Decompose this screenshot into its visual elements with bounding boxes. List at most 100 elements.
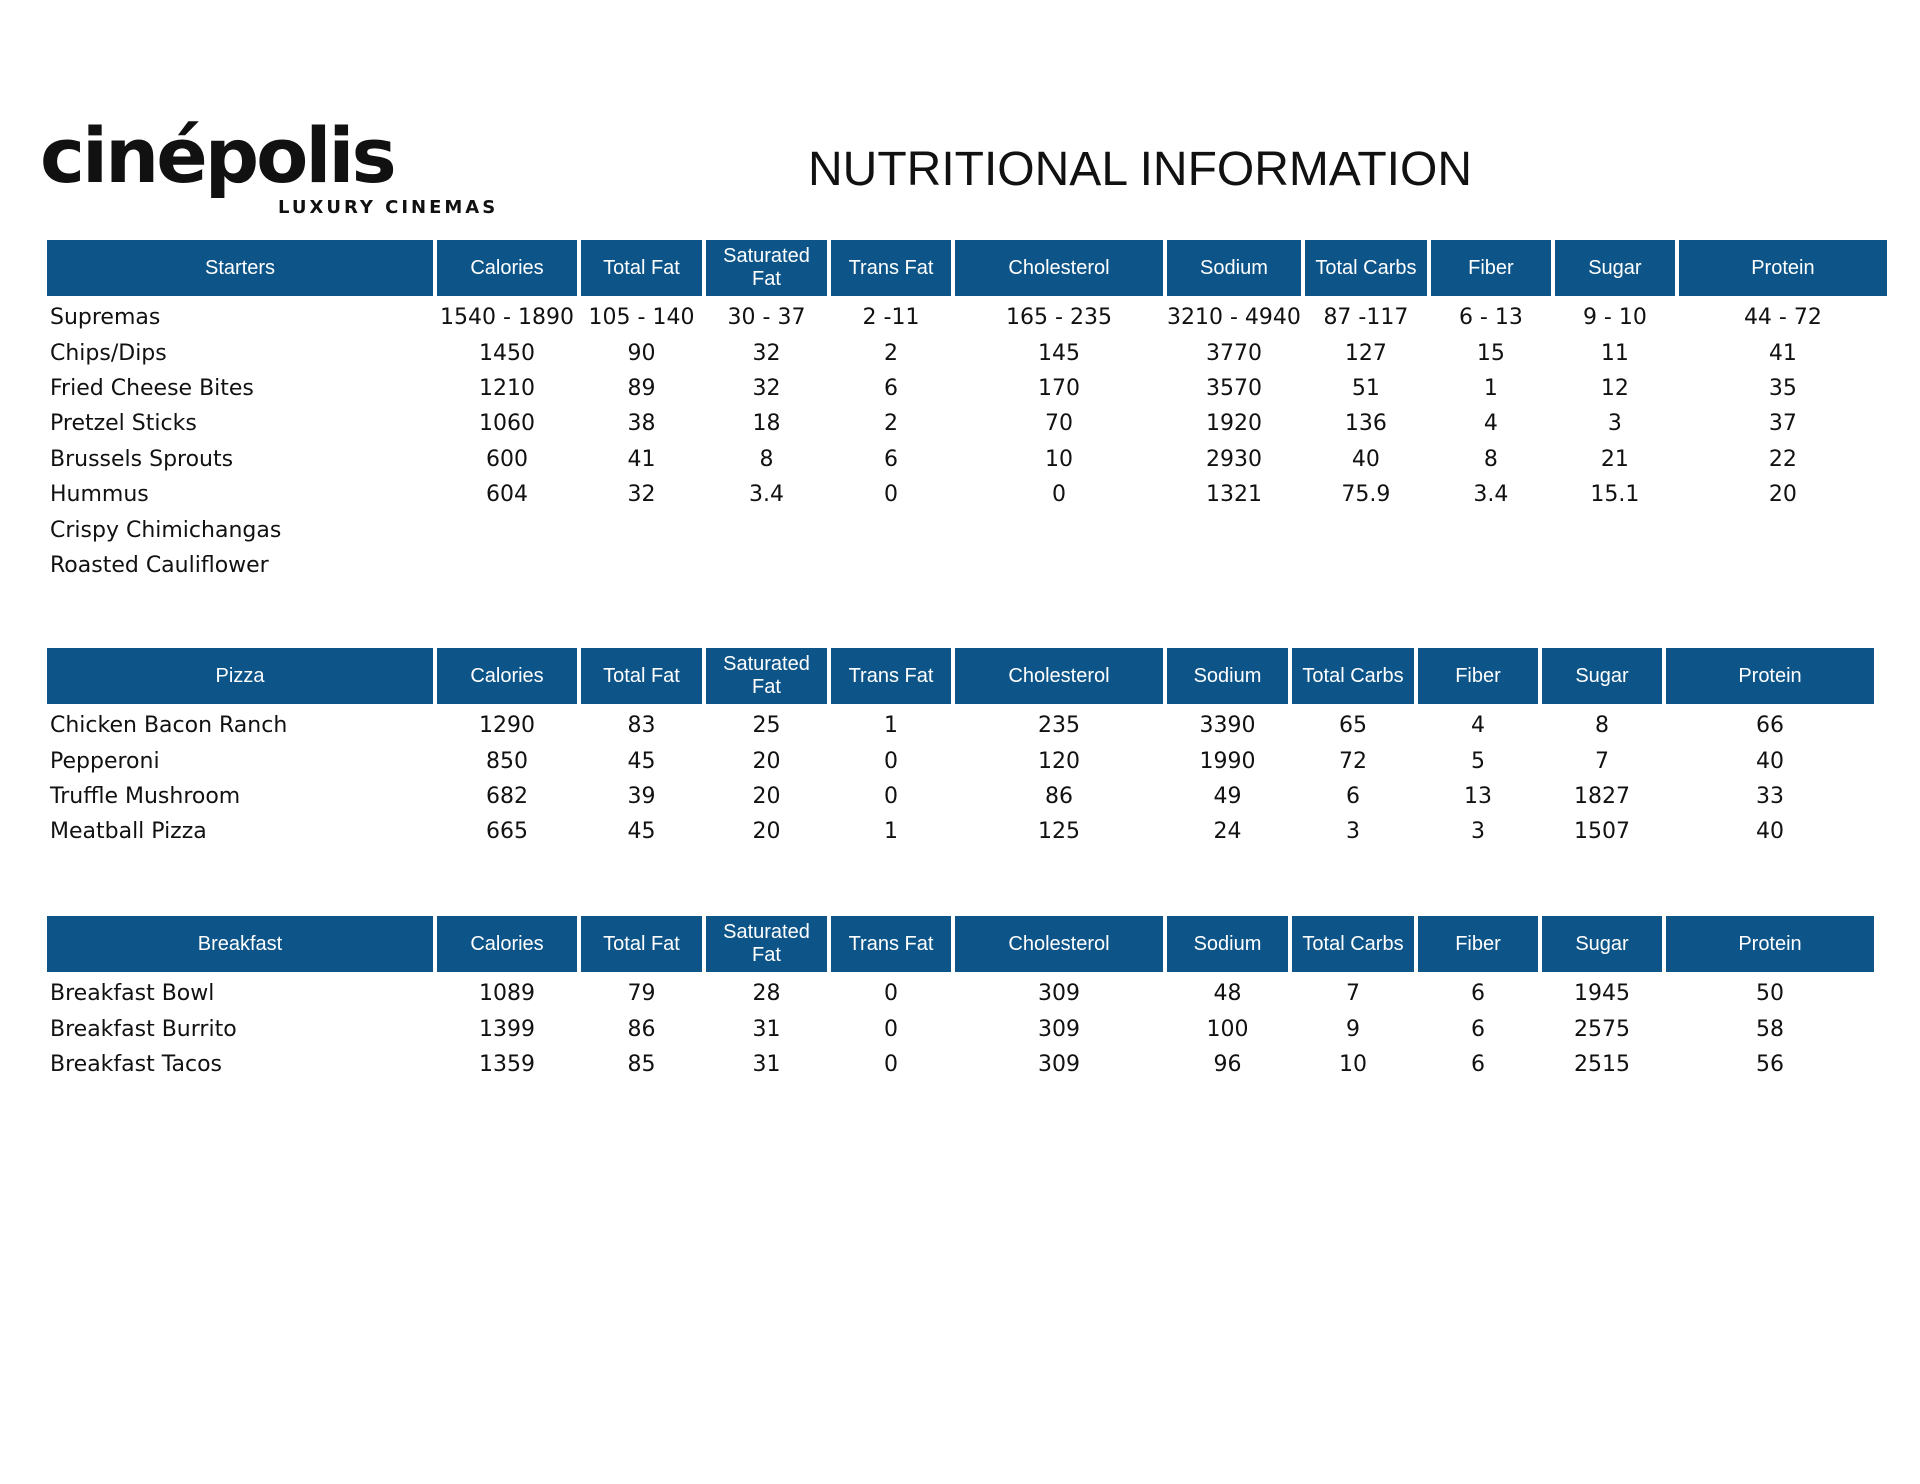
nutrient-value: [1305, 548, 1427, 583]
nutrient-value: 49: [1213, 783, 1242, 809]
nutrient-value: [1431, 548, 1551, 583]
nutrient-value: 40: [1351, 446, 1380, 472]
nutrient-value: 58: [1756, 1016, 1784, 1042]
nutrient-value: 20: [1768, 482, 1797, 508]
column-header: Protein: [1666, 916, 1874, 976]
nutrient-value: 604: [486, 482, 528, 508]
nutrient-value: 136: [1344, 411, 1387, 437]
table-row: Roasted Cauliflower: [47, 548, 1887, 583]
nutrient-value: 1920: [1205, 411, 1262, 437]
nutrient-value: 83: [627, 713, 656, 739]
nutrient-value: 1450: [479, 340, 535, 366]
header-row: Starters Calories Total Fat Saturated Fat Tr…: [47, 240, 1887, 300]
nutrient-value: 309: [1038, 981, 1080, 1007]
nutrient-value: 1: [884, 713, 898, 739]
item-name: Pretzel Sticks: [50, 411, 197, 437]
column-header: Starters: [47, 240, 433, 300]
nutrient-value: 3770: [1205, 340, 1262, 366]
nutrient-value: 20: [752, 783, 781, 809]
table-row: Chips/Dips 1450 90 32 2 145 3770 127 15 11 41: [47, 335, 1887, 370]
nutrient-value: 40: [1756, 748, 1784, 774]
table-row: Chicken Bacon Ranch 1290 83 25 1 235 3390 65 4 8 6…: [47, 708, 1874, 743]
nutrient-value: [706, 548, 827, 583]
nutrient-value: 13: [1464, 783, 1492, 809]
nutrient-value: [706, 512, 827, 547]
nutrient-value: 850: [486, 748, 528, 774]
nutrient-value: 9: [1346, 1016, 1360, 1042]
nutrient-value: 6: [884, 375, 898, 401]
nutrient-value: 86: [1045, 783, 1073, 809]
nutrient-value: [1167, 512, 1301, 547]
column-header: Trans Fat: [831, 916, 951, 976]
column-header: Total Fat: [581, 240, 702, 300]
nutrient-value: 96: [1213, 1051, 1242, 1077]
nutrient-value: 40: [1756, 819, 1784, 845]
column-header: Pizza: [47, 648, 433, 708]
nutrient-value: 7: [1595, 748, 1609, 774]
table-row: Supremas 1540 - 1890 105 - 140 30 - 37 2 -11…: [47, 300, 1887, 335]
column-header: Sodium: [1167, 648, 1288, 708]
nutrient-value: [1679, 548, 1887, 583]
nutrient-value: 0: [1052, 482, 1066, 508]
column-header: Sugar: [1542, 648, 1662, 708]
column-header: Sodium: [1167, 240, 1301, 300]
nutrient-value: 85: [627, 1051, 656, 1077]
nutrient-value: 15: [1476, 340, 1505, 366]
nutrient-value: 309: [1038, 1016, 1080, 1042]
nutrient-value: 1827: [1574, 783, 1630, 809]
column-header: Saturated Fat: [706, 648, 827, 708]
header-row: Breakfast Calories Total Fat Saturated Fat T…: [47, 916, 1874, 976]
nutrient-value: 38: [627, 411, 656, 437]
nutrient-value: 37: [1768, 411, 1797, 437]
nutrient-value: 48: [1213, 981, 1242, 1007]
page-title: NUTRITIONAL INFORMATION: [808, 143, 1472, 196]
table-row: Brussels Sprouts 600 41 8 6 10 2930 40 8 21 22: [47, 442, 1887, 477]
table-row: Hummus 604 32 3.4 0 0 1321 75.9 3.4 15.1 20: [47, 477, 1887, 512]
nutrient-value: 2: [884, 340, 898, 366]
nutrient-value: 600: [486, 446, 528, 472]
logo: cinépolis: [40, 111, 397, 200]
table-row: Truffle Mushroom 682 39 20 0 86 49 6 13 1827 33: [47, 779, 1874, 814]
nutrient-value: [1305, 512, 1427, 547]
nutrient-value: 41: [627, 446, 656, 472]
nutrient-value: 665: [486, 819, 528, 845]
column-header: Protein: [1678, 240, 1887, 300]
nutrient-value: 12: [1600, 375, 1629, 401]
nutrient-value: 51: [1351, 375, 1380, 401]
nutrition-table: Starters Calories Total Fat Saturated Fat Tr…: [43, 240, 1891, 583]
table-row: Pepperoni 850 45 20 0 120 1990 72 5 7 40: [47, 743, 1874, 778]
nutrient-value: 86: [627, 1016, 656, 1042]
column-header: Calories: [437, 648, 577, 708]
nutrient-value: 1290: [479, 713, 535, 739]
nutrient-value: 145: [1038, 340, 1080, 366]
nutrient-value: 20: [752, 819, 781, 845]
nutrient-value: [437, 512, 577, 547]
item-name: Breakfast Tacos: [50, 1051, 223, 1077]
nutrient-value: 3390: [1199, 713, 1256, 739]
nutrient-value: 22: [1768, 446, 1797, 472]
nutrient-value: 32: [627, 482, 656, 508]
nutrient-value: 87 -117: [1323, 305, 1409, 331]
nutrient-value: [1679, 512, 1887, 547]
item-name: Hummus: [50, 482, 149, 508]
nutrient-value: 66: [1756, 713, 1784, 739]
column-header: Total Fat: [581, 648, 702, 708]
nutrient-value: [955, 548, 1163, 583]
column-header: Total Carbs: [1292, 916, 1414, 976]
nutrient-value: 682: [486, 783, 528, 809]
table-row: Pretzel Sticks 1060 38 18 2 70 1920 136 4 3 37: [47, 406, 1887, 441]
column-header: Total Carbs: [1304, 240, 1427, 300]
item-name: Brussels Sprouts: [50, 446, 234, 472]
nutrient-value: 1945: [1574, 981, 1630, 1007]
column-header: Cholesterol: [955, 240, 1163, 300]
nutrition-table: Breakfast Calories Total Fat Saturated Fat T…: [43, 916, 1878, 1082]
nutrient-value: 127: [1344, 340, 1387, 366]
nutrient-value: 56: [1756, 1051, 1784, 1077]
item-name: Pepperoni: [50, 748, 160, 774]
nutrient-value: 7: [1346, 981, 1360, 1007]
nutrient-value: 39: [627, 783, 656, 809]
nutrient-value: [581, 512, 702, 547]
nutrient-value: 28: [752, 981, 781, 1007]
nutrient-value: 32: [752, 340, 781, 366]
